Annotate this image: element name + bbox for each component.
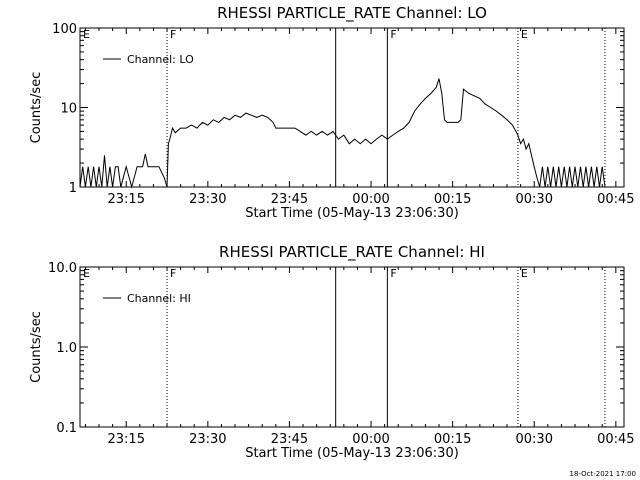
x-tick-label: 00:45 <box>597 192 634 207</box>
y-axis-label: Counts/sec <box>29 311 44 383</box>
event-marker-label: E <box>521 267 528 280</box>
legend-label: Channel: LO <box>127 53 194 66</box>
chart-panel-1: RHESSI PARTICLE_RATE Channel: LO 23:15 23:… <box>29 4 635 221</box>
event-marker-label: E <box>521 28 528 41</box>
legend-label: Channel: HI <box>127 292 191 305</box>
x-tick-label: 00:45 <box>597 432 634 447</box>
x-tick-label: 00:30 <box>516 432 553 447</box>
y-tick-label: 10 <box>60 102 77 117</box>
x-tick-label: 00:00 <box>352 192 389 207</box>
y-tick-label: 1 <box>69 181 77 196</box>
x-tick-label: 23:45 <box>271 192 308 207</box>
chart-title: RHESSI PARTICLE_RATE Channel: LO <box>217 4 487 23</box>
event-marker-label: F <box>390 28 396 41</box>
event-marker-label: E <box>83 267 90 280</box>
y-tick-label: 1.0 <box>56 341 77 356</box>
plot-frame <box>79 266 625 428</box>
series-line <box>79 78 606 189</box>
x-tick-label: 00:15 <box>434 192 471 207</box>
event-marker-label: F <box>170 267 176 280</box>
event-marker-label: E <box>83 28 90 41</box>
chart-title: RHESSI PARTICLE_RATE Channel: HI <box>219 243 485 262</box>
x-tick-label: 00:00 <box>352 432 389 447</box>
x-tick-label: 23:15 <box>108 432 145 447</box>
event-marker-label: F <box>170 28 176 41</box>
x-tick-label: 23:30 <box>189 432 226 447</box>
x-axis-label: Start Time (05-May-13 23:06:30) <box>245 446 459 461</box>
x-tick-label: 00:30 <box>516 192 553 207</box>
x-tick-label: 00:15 <box>434 432 471 447</box>
x-tick-label: 23:45 <box>271 432 308 447</box>
y-tick-label: 10.0 <box>48 261 77 276</box>
footer-timestamp: 18-Oct-2021 17:00 <box>570 470 636 478</box>
x-tick-label: 23:30 <box>189 192 226 207</box>
y-tick-label: 100 <box>52 22 77 37</box>
event-marker-label: F <box>390 267 396 280</box>
x-tick-label: 23:15 <box>108 192 145 207</box>
y-axis-label: Counts/sec <box>29 72 44 144</box>
y-tick-label: 0.1 <box>56 421 77 436</box>
x-axis-label: Start Time (05-May-13 23:06:30) <box>245 206 459 221</box>
chart-panel-2: RHESSI PARTICLE_RATE Channel: HI 23:15 23:… <box>29 243 635 461</box>
plot-frame <box>79 27 625 188</box>
